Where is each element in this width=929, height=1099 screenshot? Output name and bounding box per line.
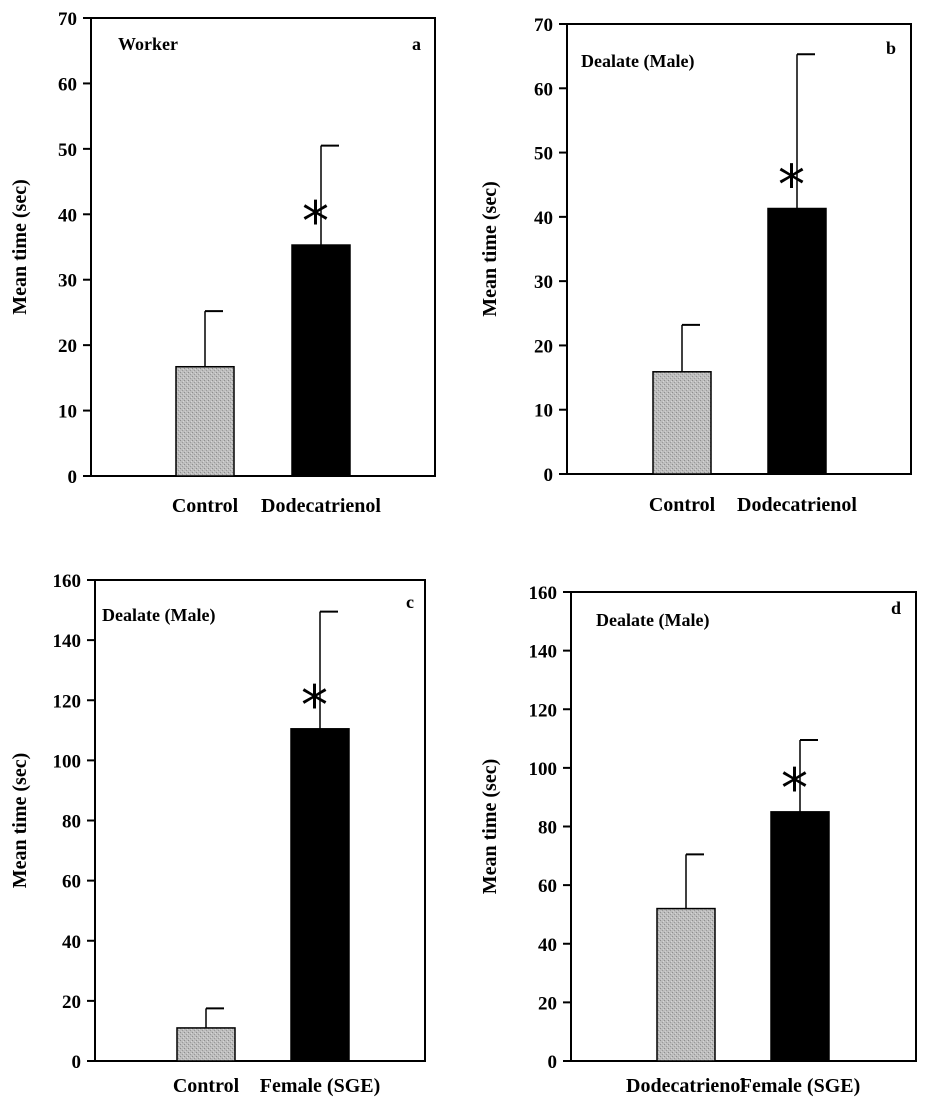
bar-female-sge <box>290 728 350 1062</box>
y-tick-label: 20 <box>58 336 77 357</box>
y-tick-label: 160 <box>53 571 82 592</box>
plot-frame <box>94 579 426 1062</box>
significance-asterisk: * <box>781 757 808 820</box>
y-tick-label: 160 <box>529 583 558 604</box>
chart-panel-b: 0 10 20 30 40 50 60 70 Mean time (sec) Dealate (M… <box>479 15 912 516</box>
x-category-label: Control <box>172 495 239 517</box>
y-tick-label: 20 <box>538 993 557 1014</box>
bar-dodecatrienol <box>767 207 827 475</box>
y-tick-label: 30 <box>534 272 553 293</box>
significance-asterisk: * <box>301 674 328 737</box>
plot-frame <box>90 17 436 477</box>
y-tick-label: 10 <box>534 401 553 422</box>
bar-dodecatrienol <box>656 907 716 1062</box>
y-tick-label: 0 <box>544 465 554 486</box>
x-category-label: Female (SGE) <box>260 1075 381 1097</box>
significance-asterisk: * <box>302 190 329 253</box>
y-axis-label: Mean time (sec) <box>479 759 501 895</box>
y-tick-label: 20 <box>534 336 553 357</box>
panel-letter: c <box>406 592 414 612</box>
y-tick-label: 40 <box>534 208 553 229</box>
bar-control <box>175 365 235 477</box>
x-category-label: Dodecatrienol <box>737 494 857 516</box>
chart-panel-a: 0 10 20 30 40 50 60 70 Mean time (sec) Worker a Con… <box>9 9 436 517</box>
x-category-label: Dodecatrienol <box>626 1075 746 1097</box>
x-category-label: Control <box>173 1075 240 1097</box>
y-tick-label: 20 <box>62 992 81 1013</box>
significance-asterisk: * <box>778 154 805 217</box>
y-tick-label: 70 <box>534 15 553 36</box>
y-tick-label: 80 <box>538 818 557 839</box>
y-tick-label: 0 <box>68 467 78 488</box>
chart-panel-d: 0 20 40 60 80 100 120 140 160 Mean time (sec) Deal… <box>479 583 917 1097</box>
panel-title: Dealate (Male) <box>102 605 215 626</box>
y-tick-label: 40 <box>538 935 557 956</box>
y-tick-label: 10 <box>58 402 77 423</box>
y-tick-label: 0 <box>72 1052 82 1073</box>
plot-frame <box>566 23 912 475</box>
panel-letter: b <box>886 38 896 58</box>
panel-title: Dealate (Male) <box>596 610 709 631</box>
y-tick-label: 50 <box>534 144 553 165</box>
bar-control <box>652 371 712 475</box>
bar-dodecatrienol <box>291 244 351 477</box>
panel-title: Dealate (Male) <box>581 51 694 72</box>
y-axis-label: Mean time (sec) <box>479 181 501 317</box>
y-tick-label: 0 <box>548 1052 558 1073</box>
panel-title: Worker <box>118 34 178 54</box>
y-tick-label: 60 <box>58 74 77 95</box>
bar-control <box>176 1027 236 1062</box>
y-tick-label: 120 <box>529 700 558 721</box>
panel-letter: a <box>412 34 421 54</box>
y-tick-label: 100 <box>53 751 82 772</box>
y-tick-label: 70 <box>58 9 77 30</box>
x-category-label: Dodecatrienol <box>261 495 381 517</box>
y-tick-label: 60 <box>538 876 557 897</box>
y-tick-label: 40 <box>58 205 77 226</box>
y-tick-label: 120 <box>53 691 82 712</box>
chart-panel-c: 0 20 40 60 80 100 120 140 160 Mean time (sec) Deal… <box>9 571 426 1097</box>
y-tick-label: 140 <box>529 642 558 663</box>
y-tick-label: 50 <box>58 140 77 161</box>
y-axis-label: Mean time (sec) <box>9 179 31 315</box>
y-tick-label: 140 <box>53 631 82 652</box>
y-tick-label: 60 <box>62 872 81 893</box>
y-tick-label: 80 <box>62 812 81 833</box>
x-category-label: Female (SGE) <box>740 1075 861 1097</box>
x-category-label: Control <box>649 494 716 516</box>
panel-letter: d <box>891 598 901 618</box>
bar-female-sge <box>770 811 830 1062</box>
y-axis-label: Mean time (sec) <box>9 753 31 889</box>
y-tick-label: 60 <box>534 79 553 100</box>
y-tick-label: 100 <box>529 759 558 780</box>
y-tick-label: 40 <box>62 932 81 953</box>
y-tick-label: 30 <box>58 271 77 292</box>
plot-frame <box>570 591 917 1062</box>
